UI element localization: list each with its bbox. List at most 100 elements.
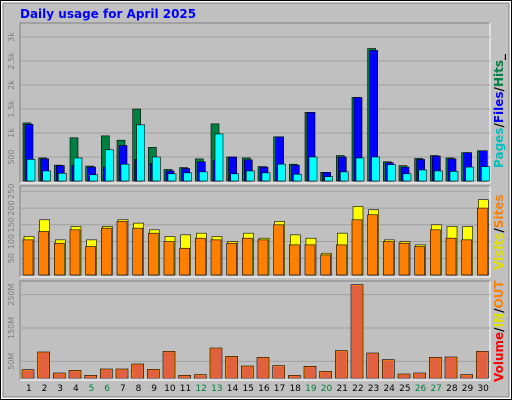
bar-sites xyxy=(414,246,425,276)
y-tick-label: 150M xyxy=(7,317,16,339)
bar-sites xyxy=(179,247,190,276)
x-tick-label: 24 xyxy=(383,384,395,394)
x-tick-label: 27 xyxy=(430,384,441,394)
bar-pages xyxy=(42,170,51,182)
bar-volume-inner xyxy=(320,372,331,378)
panel-3-bg xyxy=(20,281,490,380)
y-tick-label: 200 xyxy=(7,200,16,215)
bar-pages xyxy=(199,171,208,182)
x-tick-label: 16 xyxy=(258,384,270,394)
bar-pages xyxy=(26,159,36,182)
bar-volume-inner xyxy=(446,358,456,378)
bar-volume-inner xyxy=(383,360,394,378)
legend-hits: Hits xyxy=(492,60,506,87)
bar-volume-inner xyxy=(477,352,488,378)
bar-pages xyxy=(308,156,318,182)
bar-pages xyxy=(261,172,271,182)
bar-sites xyxy=(430,229,441,276)
bar-pages xyxy=(418,169,427,182)
x-tick-label: 21 xyxy=(336,384,347,394)
bar-pages xyxy=(465,166,474,182)
x-tick-label: 2 xyxy=(42,384,48,394)
x-tick-label: 3 xyxy=(57,384,63,394)
x-tick-label: 15 xyxy=(242,384,253,394)
bar-volume-inner xyxy=(226,357,237,378)
x-tick-label: 30 xyxy=(477,384,489,394)
bar-sites xyxy=(336,244,347,276)
y-tick-label: 500 xyxy=(7,149,16,164)
y-tick-label: 50M xyxy=(7,353,16,370)
x-tick-label: 18 xyxy=(289,384,301,394)
x-tick-label: 8 xyxy=(136,384,142,394)
y-tick-label: 2.5k xyxy=(7,52,16,70)
bar-volume-inner xyxy=(461,375,472,378)
legend-in: IN xyxy=(492,313,506,328)
bar-volume-inner xyxy=(399,375,409,378)
bar-volume-inner xyxy=(132,365,143,378)
bar-pages xyxy=(387,164,396,182)
bar-sites xyxy=(22,239,34,276)
legend-sep-5: / xyxy=(492,308,506,313)
y-tick-label: 50 xyxy=(7,253,16,263)
x-tick-label: 20 xyxy=(321,384,333,394)
bar-sites xyxy=(38,231,49,276)
x-tick-label: 6 xyxy=(104,384,110,394)
bar-sites xyxy=(445,237,457,276)
bar-volume-inner xyxy=(289,376,300,378)
y-tick-label: 250M xyxy=(7,283,16,305)
bar-volume-inner xyxy=(430,358,441,378)
bar-pages xyxy=(402,173,412,182)
bar-pages xyxy=(230,173,239,182)
bar-sites xyxy=(477,207,488,276)
bar-volume-inner xyxy=(54,374,65,378)
bar-sites xyxy=(242,237,253,276)
y-tick-label: 150 xyxy=(7,217,16,232)
bar-pages xyxy=(152,156,161,182)
x-tick-label: 7 xyxy=(120,384,126,394)
x-tick-label: 5 xyxy=(89,384,95,394)
bar-pages xyxy=(324,176,333,182)
bar-sites xyxy=(351,219,363,276)
bar-sites xyxy=(273,224,284,276)
bar-volume-inner xyxy=(273,366,284,378)
x-tick-label: 4 xyxy=(73,384,79,394)
bar-sites xyxy=(132,227,143,276)
bar-pages xyxy=(449,171,459,182)
bar-sites xyxy=(383,241,394,276)
bar-pages xyxy=(183,172,192,182)
bar-sites xyxy=(226,242,237,276)
bar-sites xyxy=(54,242,65,276)
bar-sites xyxy=(461,239,472,276)
bar-volume-inner xyxy=(352,285,362,378)
bar-volume-inner xyxy=(117,370,127,378)
bar-pages xyxy=(355,157,365,182)
bar-pages xyxy=(120,163,130,182)
bar-volume-inner xyxy=(148,370,159,378)
legend-sep-1: / xyxy=(492,123,506,128)
x-tick-label: 22 xyxy=(352,384,363,394)
legend-sites: Sites xyxy=(492,195,506,229)
bar-sites xyxy=(289,244,300,276)
bar-sites xyxy=(304,244,316,276)
bar-sites xyxy=(398,242,410,276)
bar-pages xyxy=(246,170,255,182)
y-tick-label: 2k xyxy=(7,80,16,90)
bar-sites xyxy=(163,241,175,276)
legend-visits-sites: Visits/Sites xyxy=(492,195,506,271)
x-tick-label: 14 xyxy=(227,384,239,394)
bar-pages xyxy=(89,174,98,182)
x-tick-label: 11 xyxy=(180,384,191,394)
legend-sep-2: / xyxy=(492,86,506,91)
y-tick-label: 250 xyxy=(7,184,16,199)
bar-volume-inner xyxy=(211,349,221,378)
chart-title: Daily usage for April 2025 xyxy=(20,7,196,21)
bar-pages xyxy=(277,163,286,182)
bar-volume-inner xyxy=(38,353,49,378)
y-tick-label: 1k xyxy=(7,128,16,138)
x-tick-label: 1 xyxy=(26,384,32,394)
x-tick-label: 26 xyxy=(415,384,427,394)
svg-text:Visits/Sites: Visits/Sites xyxy=(492,195,506,271)
y-tick-label: 100 xyxy=(7,234,16,249)
legend-hits-files-pages: Pages/Files/Hits_ xyxy=(492,54,507,168)
